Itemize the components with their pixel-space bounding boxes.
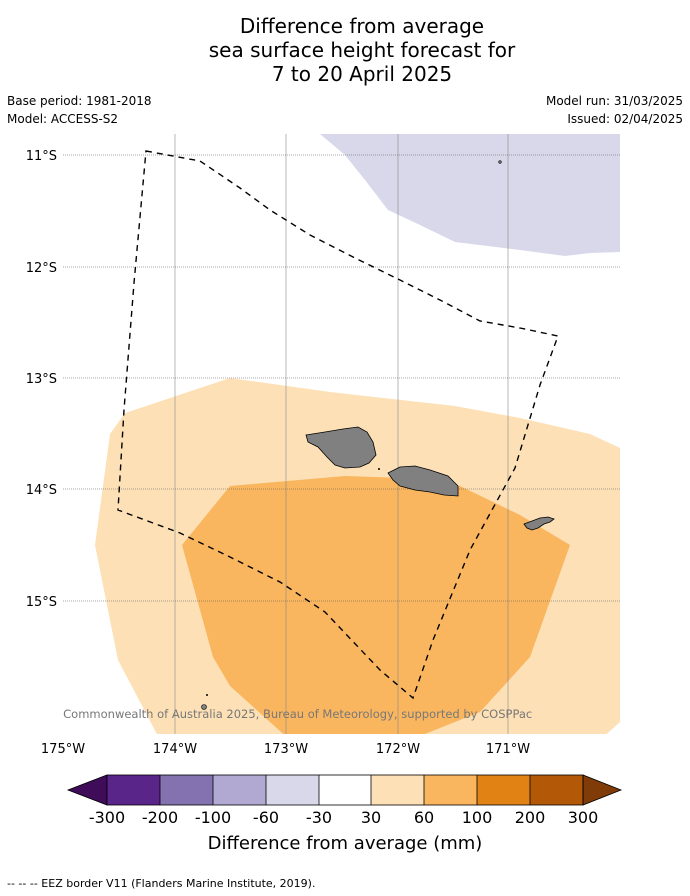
base-period: Base period: 1981-2018 (7, 94, 152, 108)
colorbar-tick-label: 60 (414, 808, 434, 827)
lon-label: 171°W (486, 742, 530, 757)
title-line-1: Difference from average (239, 14, 485, 38)
colorbar-low-extend (66, 774, 108, 806)
anomaly-band-60-100 (182, 476, 570, 734)
meta-right: Model run: 31/03/2025 Issued: 02/04/2025 (546, 94, 683, 130)
lat-label: 12°S (26, 261, 57, 276)
colorbar-tick-label: 200 (515, 808, 546, 827)
lon-label: 172°W (376, 742, 420, 757)
colorbar-bin (213, 775, 266, 805)
colorbar-high-extend (582, 774, 623, 806)
colorbar-tick-label: 30 (361, 808, 381, 827)
map-area: © Commonwealth of Australia 2025, Bureau… (48, 134, 620, 734)
savaii-island (305, 426, 377, 469)
eez-footnote: -- -- -- EEZ border V11 (Flanders Marine… (7, 877, 316, 890)
small-islet (378, 468, 380, 470)
colorbar-bin (371, 775, 424, 805)
colorbar-bin (160, 775, 213, 805)
model-run: Model run: 31/03/2025 (545, 94, 683, 108)
colorbar-tick-label: 300 (568, 808, 599, 827)
colorbar-bin (107, 775, 160, 805)
colorbar-tick-label: -100 (195, 808, 231, 827)
upolu-island (387, 465, 459, 497)
model-name: Model: ACCESS-S2 (7, 112, 119, 126)
colorbar-tick-label: -200 (142, 808, 178, 827)
colorbar-bin (266, 775, 319, 805)
parallel-gridlines (63, 154, 620, 602)
colorbar-bin (477, 775, 530, 805)
colorbar-bin (319, 775, 371, 805)
colorbar-bin (424, 775, 477, 805)
lon-label: 173°W (264, 742, 308, 757)
longitude-labels: 175°W 174°W 173°W 172°W 171°W (41, 742, 530, 757)
colorbar-bin (530, 775, 583, 805)
swains-island (498, 160, 502, 164)
colorbar (66, 774, 623, 806)
colorbar-title: Difference from average (mm) (207, 833, 483, 854)
title-line-2: sea surface height forecast for (208, 38, 516, 62)
tutuila-island (523, 516, 555, 531)
lon-label: 174°W (153, 742, 197, 757)
map-title: Difference from average sea surface heig… (0, 14, 690, 86)
issued-date: Issued: 02/04/2025 (567, 112, 683, 126)
colorbar-tick-labels: -300 -200 -100 -60 -30 30 60 100 200 300 (89, 808, 598, 827)
anomaly-band-negative (320, 134, 620, 256)
meta-left: Base period: 1981-2018 Model: ACCESS-S2 (7, 94, 152, 130)
latitude-labels: 11°S 12°S 13°S 14°S 15°S (26, 149, 57, 610)
lat-label: 13°S (26, 372, 57, 387)
colorbar-tick-label: -300 (89, 808, 125, 827)
lat-label: 11°S (26, 149, 57, 164)
lat-label: 15°S (26, 595, 57, 610)
lon-label: 175°W (41, 742, 85, 757)
copyright-notice: © Commonwealth of Australia 2025, Bureau… (48, 707, 532, 721)
title-line-3: 7 to 20 April 2025 (271, 62, 453, 86)
niuafoou-island (201, 704, 207, 710)
colorbar-tick-label: -60 (253, 808, 279, 827)
colorbar-tick-label: -30 (306, 808, 332, 827)
lat-label: 14°S (26, 483, 57, 498)
meridian-gridlines (174, 134, 509, 734)
eez-border (117, 150, 559, 700)
small-islet (206, 694, 208, 696)
colorbar-tick-label: 100 (462, 808, 493, 827)
